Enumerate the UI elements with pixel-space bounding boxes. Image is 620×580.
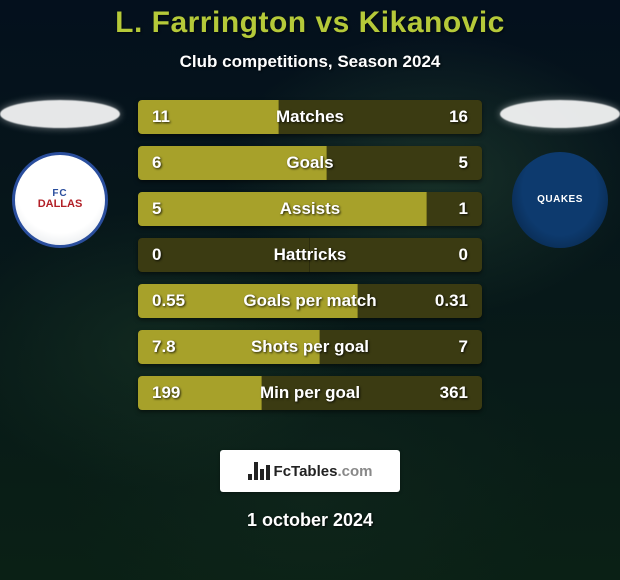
brand-badge: FcTables.com: [220, 450, 400, 492]
brand-bars-icon: [248, 462, 270, 480]
stat-row: 65Goals: [138, 146, 482, 180]
stat-label: Goals: [138, 153, 482, 173]
right-player-column: QUAKES: [500, 100, 620, 248]
brand-text: FcTables.com: [274, 463, 373, 480]
stat-row: 7.87Shots per goal: [138, 330, 482, 364]
stat-row: 00Hattricks: [138, 238, 482, 272]
stat-label: Goals per match: [138, 291, 482, 311]
comparison-stage: FC DALLAS QUAKES 1116Matches 65Goals 51Ass…: [0, 100, 620, 430]
stat-label: Matches: [138, 107, 482, 127]
right-halo: [500, 100, 620, 128]
brand-suffix: .com: [337, 463, 372, 480]
stat-label: Shots per goal: [138, 337, 482, 357]
stat-row: 0.550.31Goals per match: [138, 284, 482, 318]
subtitle: Club competitions, Season 2024: [0, 52, 620, 72]
left-player-column: FC DALLAS: [0, 100, 120, 248]
page-title: L. Farrington vs Kikanovic: [0, 0, 620, 40]
stat-label: Assists: [138, 199, 482, 219]
right-crest-label: QUAKES: [537, 195, 583, 206]
right-team-crest: QUAKES: [512, 152, 608, 248]
stat-row: 199361Min per goal: [138, 376, 482, 410]
footer-date: 1 october 2024: [0, 510, 620, 531]
stat-label: Min per goal: [138, 383, 482, 403]
stat-row: 1116Matches: [138, 100, 482, 134]
brand-name: FcTables: [274, 463, 338, 480]
left-team-crest: FC DALLAS: [12, 152, 108, 248]
left-team-crest-label: FC DALLAS: [38, 189, 83, 211]
left-halo: [0, 100, 120, 128]
stat-row: 51Assists: [138, 192, 482, 226]
stat-label: Hattricks: [138, 245, 482, 265]
left-crest-line2: DALLAS: [38, 198, 83, 210]
stat-bars: 1116Matches 65Goals 51Assists 00Hattricks 0.…: [138, 100, 482, 422]
